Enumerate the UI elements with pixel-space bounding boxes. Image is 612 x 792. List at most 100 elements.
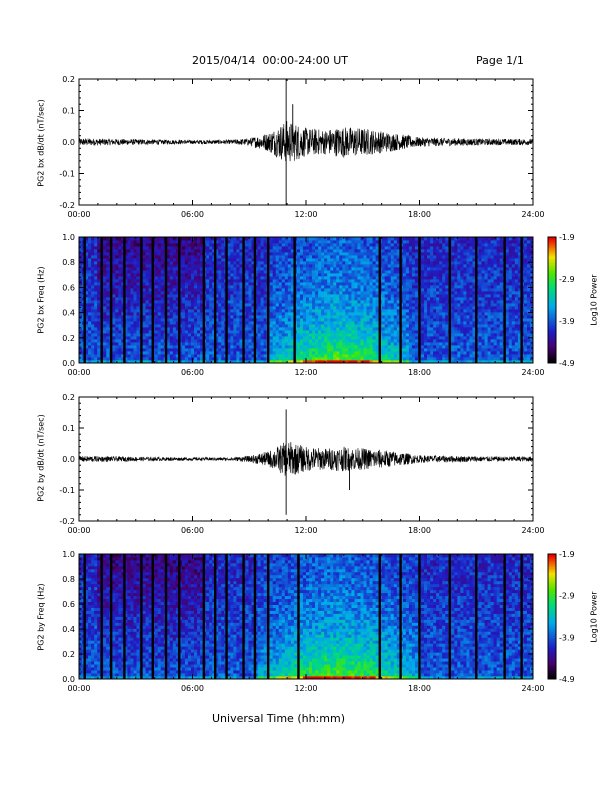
colorbar-cell: [548, 554, 556, 557]
colorbar-cell: [548, 591, 556, 595]
colorbar-cell: [548, 337, 556, 341]
colorbar-cell: [548, 310, 556, 314]
colorbar-cell: [548, 649, 556, 653]
colorbar-cell: [548, 239, 556, 242]
colorbar-cell: [548, 300, 556, 303]
x-tick-label: 00:00: [67, 210, 90, 219]
y-tick-label: 0.0: [62, 675, 75, 684]
data-gap-9: [214, 554, 217, 679]
colorbar-cell: [548, 676, 556, 680]
colorbar-cell: [548, 255, 556, 259]
y-tick-label: 0.2: [62, 650, 75, 659]
colorbar-cell: [548, 339, 556, 343]
colorbar-cell: [548, 323, 556, 326]
colorbar-cell: [548, 593, 556, 597]
colorbar-tick-label: -1.9: [559, 233, 575, 242]
data-gap-5: [151, 554, 154, 679]
colorbar-cell: [548, 629, 556, 632]
y-tick-label: 0.0: [62, 455, 75, 464]
colorbar-cell: [548, 358, 556, 362]
data-gap-21: [520, 554, 523, 679]
colorbar-cell: [548, 654, 556, 657]
data-gap-10: [225, 554, 228, 679]
colorbar-cell: [548, 572, 556, 576]
colorbar-cell: [548, 266, 556, 269]
colorbar-cell: [548, 656, 556, 659]
colorbar-cell: [548, 645, 556, 649]
y-tick-label: -0.2: [59, 201, 75, 210]
colorbar-cell: [548, 342, 556, 345]
data-gap-4: [140, 237, 143, 363]
data-gap-11: [242, 554, 245, 679]
colorbar-cell: [548, 641, 556, 645]
y-tick-label: -0.1: [59, 486, 75, 495]
colorbar-cell: [548, 670, 556, 674]
data-gap-5: [151, 237, 154, 363]
colorbar-cell: [548, 245, 556, 248]
data-gap-1: [100, 554, 103, 679]
colorbar-cell: [548, 260, 556, 263]
data-gap-17: [418, 554, 421, 679]
colorbar-cell: [548, 643, 556, 647]
colorbar-cell: [548, 568, 556, 572]
data-gap-9: [214, 237, 217, 363]
colorbar-cell: [548, 327, 556, 330]
colorbar-cell: [548, 581, 556, 584]
y-tick-label: 0.0: [62, 359, 75, 368]
colorbar-cell: [548, 585, 556, 588]
colorbar-cell: [548, 274, 556, 278]
colorbar-cell: [548, 589, 556, 592]
colorbar-cell: [548, 618, 556, 622]
colorbar-cell: [548, 616, 556, 620]
colorbar-cell: [548, 302, 556, 305]
data-gap-6: [164, 237, 168, 363]
colorbar-cell: [548, 247, 556, 251]
colorbar-cell: [548, 262, 556, 265]
colorbar-tick-label: -2.9: [559, 275, 575, 284]
data-gap-12: [253, 554, 257, 679]
data-gap-16: [399, 237, 402, 363]
colorbar-cell: [548, 312, 556, 316]
data-gap-11: [242, 237, 245, 363]
colorbar-cell: [548, 610, 556, 613]
data-gap-0: [83, 237, 86, 363]
colorbar-cell: [548, 579, 556, 582]
colorbar-cell: [548, 356, 556, 360]
colorbar-cell: [548, 566, 556, 570]
data-gap-3: [123, 554, 126, 679]
colorbar-cell: [548, 306, 556, 309]
panel-2-ylabel: PG2 bx Freq (Hz): [36, 266, 46, 334]
x-tick-label: 12:00: [294, 684, 317, 693]
colorbar-cell: [548, 316, 556, 320]
data-gap-17: [418, 237, 421, 363]
colorbar-cell: [548, 289, 556, 293]
colorbar-cell: [548, 608, 556, 611]
colorbar-cell: [548, 622, 556, 626]
colorbar-cell: [548, 287, 556, 290]
colorbar-cell: [548, 633, 556, 636]
y-tick-label: 1.0: [62, 550, 75, 559]
x-tick-label: 18:00: [408, 684, 431, 693]
data-gap-18: [448, 554, 451, 679]
colorbar-cell: [548, 576, 556, 580]
y-tick-label: 0.8: [62, 258, 75, 267]
colorbar-cell: [548, 281, 556, 284]
colorbar-cell: [548, 564, 556, 567]
y-tick-label: 0.4: [62, 625, 75, 634]
colorbar-cell: [548, 270, 556, 274]
y-tick-label: 0.1: [62, 424, 75, 433]
colorbar-cell: [548, 635, 556, 638]
data-gap-18: [448, 237, 451, 363]
colorbar-tick-label: -3.9: [559, 317, 575, 326]
colorbar-cell: [548, 658, 556, 661]
data-gap-16: [399, 554, 402, 679]
colorbar-cell: [548, 666, 556, 670]
x-tick-label: 24:00: [521, 368, 544, 377]
panel-2-colorbar-label: Log10 Power: [589, 274, 599, 326]
colorbar-cell: [548, 562, 556, 565]
data-gap-6: [164, 554, 168, 679]
colorbar-tick-label: -2.9: [559, 592, 575, 601]
x-axis-label: Universal Time (hh:mm): [212, 712, 345, 725]
colorbar-tick-label: -3.9: [559, 633, 575, 642]
colorbar-frame: [547, 236, 557, 364]
